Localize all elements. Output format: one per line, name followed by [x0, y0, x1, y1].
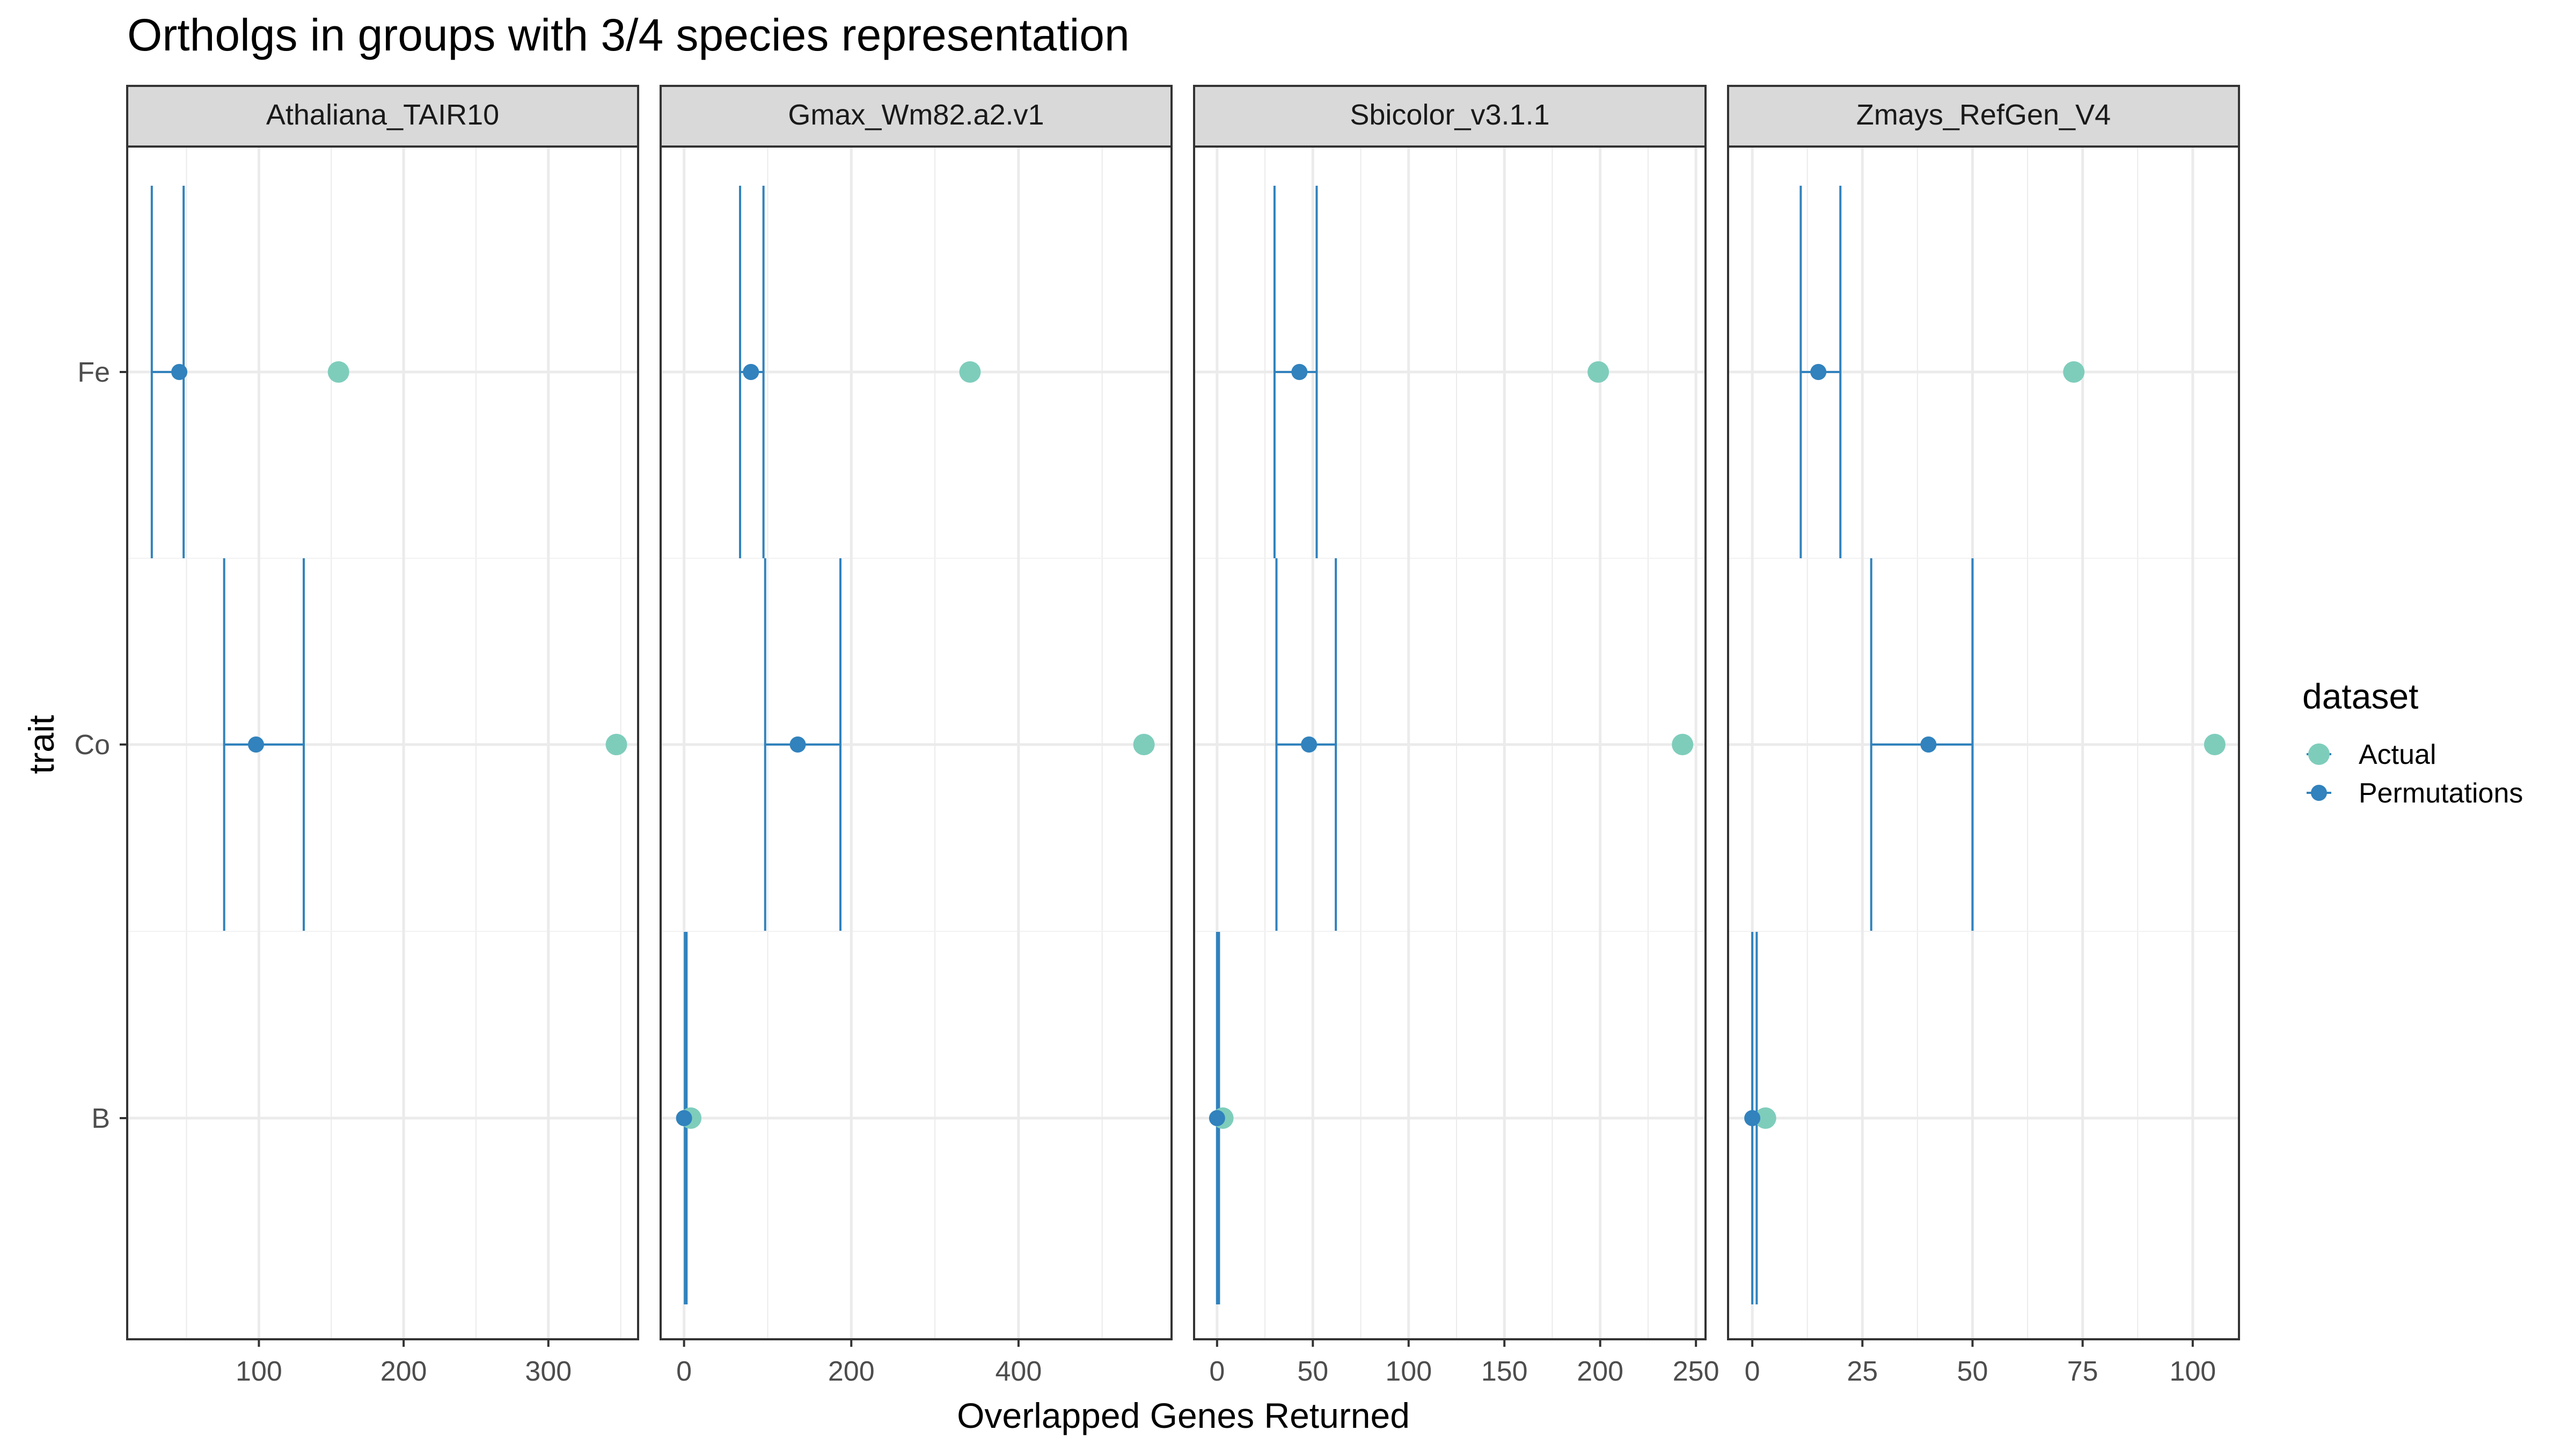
panel-border	[660, 145, 1173, 1340]
point-actual	[1587, 361, 1609, 383]
facet-label: Zmays_RefGen_V4	[1856, 99, 2111, 131]
facet-label: Sbicolor_v3.1.1	[1350, 99, 1549, 131]
x-tick-label: 50	[1957, 1356, 1988, 1387]
panel-background	[661, 147, 1172, 1339]
y-axis-title: trait	[21, 715, 61, 774]
panel-background	[1728, 147, 2239, 1339]
x-tick-label: 0	[1209, 1356, 1225, 1387]
panel-background	[1194, 147, 1706, 1339]
facet-strip	[1193, 85, 1707, 148]
chart-title: Ortholgs in groups with 3/4 species repr…	[127, 10, 1130, 60]
point-actual	[2063, 361, 2085, 383]
x-tick-label: 400	[995, 1356, 1042, 1387]
point-actual	[1133, 734, 1155, 755]
point-permutations	[1810, 364, 1827, 380]
point-actual	[2204, 734, 2226, 755]
panel-background	[127, 147, 638, 1339]
legend-title: dataset	[2302, 676, 2419, 716]
point-permutations	[743, 364, 759, 380]
x-tick-label: 200	[828, 1356, 875, 1387]
point-actual	[605, 734, 627, 755]
point-permutations	[1920, 736, 1937, 753]
point-actual	[327, 361, 349, 383]
x-tick-label: 200	[1577, 1356, 1623, 1387]
x-tick-label: 200	[380, 1356, 427, 1387]
facet-strip	[126, 85, 639, 148]
point-permutations	[676, 1110, 692, 1126]
x-tick-label: 0	[1745, 1356, 1760, 1387]
facet-strip	[1727, 85, 2240, 148]
x-tick-label: 25	[1847, 1356, 1878, 1387]
y-tick-label: Fe	[77, 357, 110, 388]
point-permutations	[789, 736, 806, 753]
point-permutations	[1291, 364, 1308, 380]
point-permutations	[248, 736, 265, 753]
x-tick-label: 100	[2169, 1356, 2216, 1387]
point-actual	[1672, 734, 1694, 755]
x-tick-label: 0	[676, 1356, 692, 1387]
x-tick-label: 250	[1673, 1356, 1719, 1387]
x-tick-label: 100	[236, 1356, 282, 1387]
panel-border	[1193, 145, 1707, 1340]
panel-border	[1727, 145, 2240, 1340]
point-actual	[959, 361, 981, 383]
point-permutations	[1744, 1110, 1761, 1126]
facet-label: Gmax_Wm82.a2.v1	[788, 99, 1044, 131]
point-permutations	[1209, 1110, 1225, 1126]
x-tick-label: 75	[2067, 1356, 2098, 1387]
y-tick-label: Co	[75, 729, 110, 761]
point-actual	[1754, 1107, 1776, 1129]
panel-border	[126, 145, 639, 1340]
x-tick-label: 100	[1385, 1356, 1432, 1387]
x-tick-label: 50	[1297, 1356, 1328, 1387]
legend-key-point	[2311, 785, 2327, 801]
legend-label: Permutations	[2359, 778, 2523, 809]
x-tick-label: 300	[525, 1356, 572, 1387]
x-axis-title: Overlapped Genes Returned	[957, 1396, 1410, 1435]
legend-label: Actual	[2359, 739, 2436, 770]
facet-strip	[660, 85, 1173, 148]
point-permutations	[1301, 736, 1318, 753]
x-tick-label: 150	[1481, 1356, 1528, 1387]
point-permutations	[171, 364, 188, 380]
facet-label: Athaliana_TAIR10	[266, 99, 499, 131]
legend-key-point	[2308, 743, 2330, 765]
y-tick-label: B	[91, 1103, 110, 1134]
